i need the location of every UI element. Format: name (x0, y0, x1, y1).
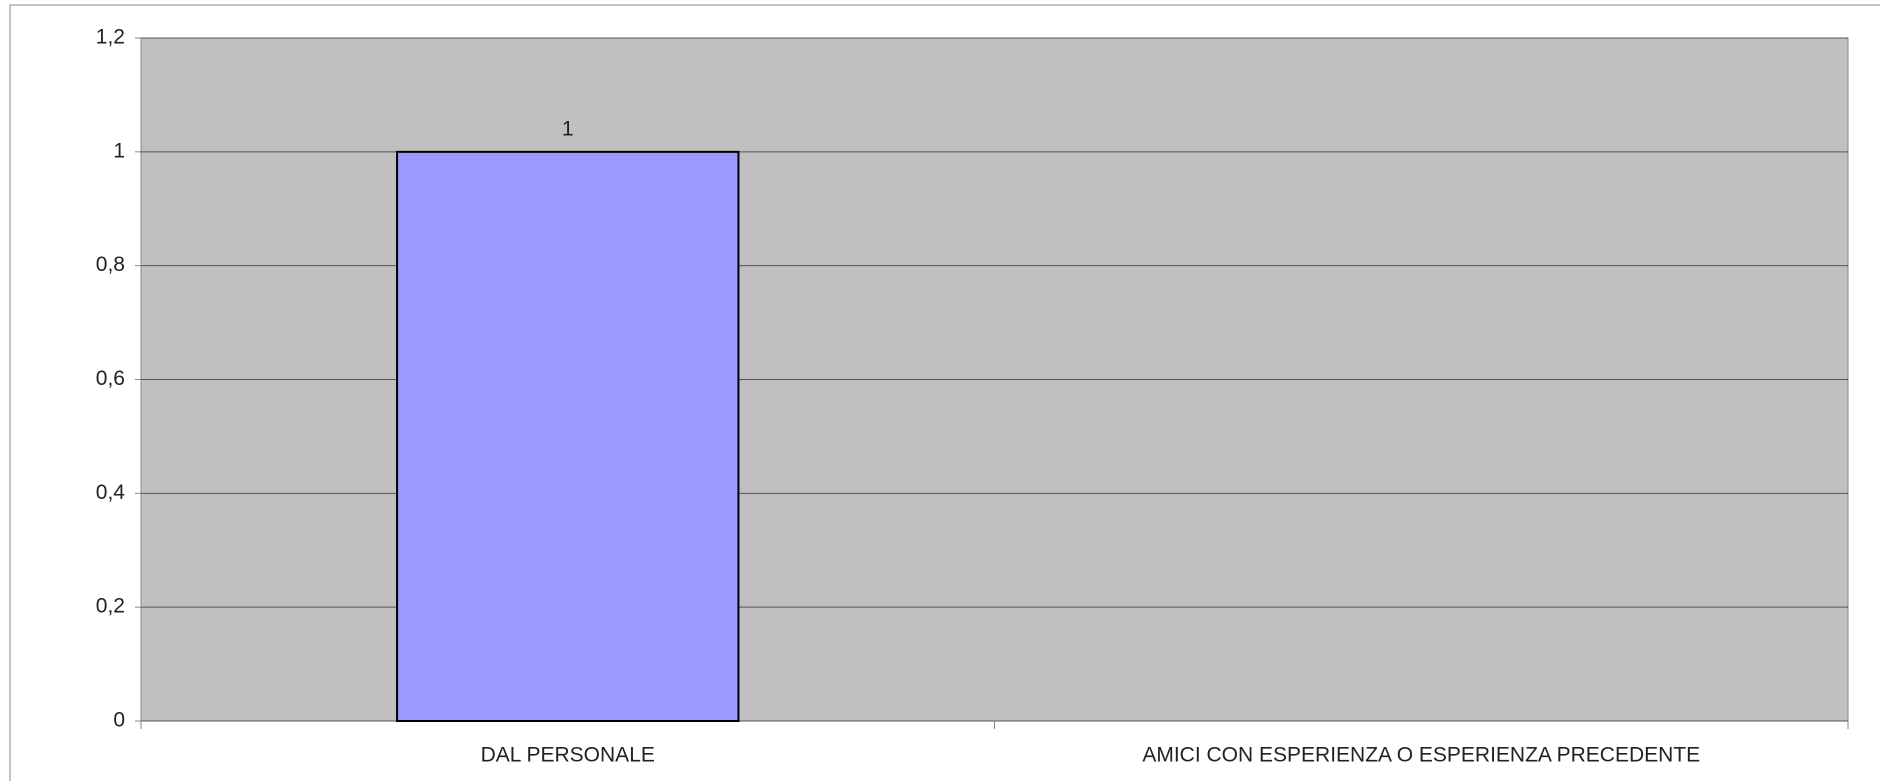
y-tick-label: 1 (113, 139, 125, 162)
bar (396, 150, 740, 723)
y-tick-label: 0,2 (96, 595, 125, 618)
y-tick-label: 0,6 (96, 367, 125, 390)
y-tick-label: 0 (113, 709, 125, 732)
x-tick-label: DAL PERSONALE (481, 744, 655, 767)
y-tick-label: 1,2 (96, 26, 125, 49)
x-tick-label: AMICI CON ESPERIENZA O ESPERIENZA PRECED… (1142, 744, 1700, 767)
data-label: 1 (562, 117, 574, 140)
chart-frame (9, 4, 1880, 781)
y-tick-label: 0,8 (96, 253, 125, 276)
y-tick-label: 0,4 (96, 481, 126, 504)
